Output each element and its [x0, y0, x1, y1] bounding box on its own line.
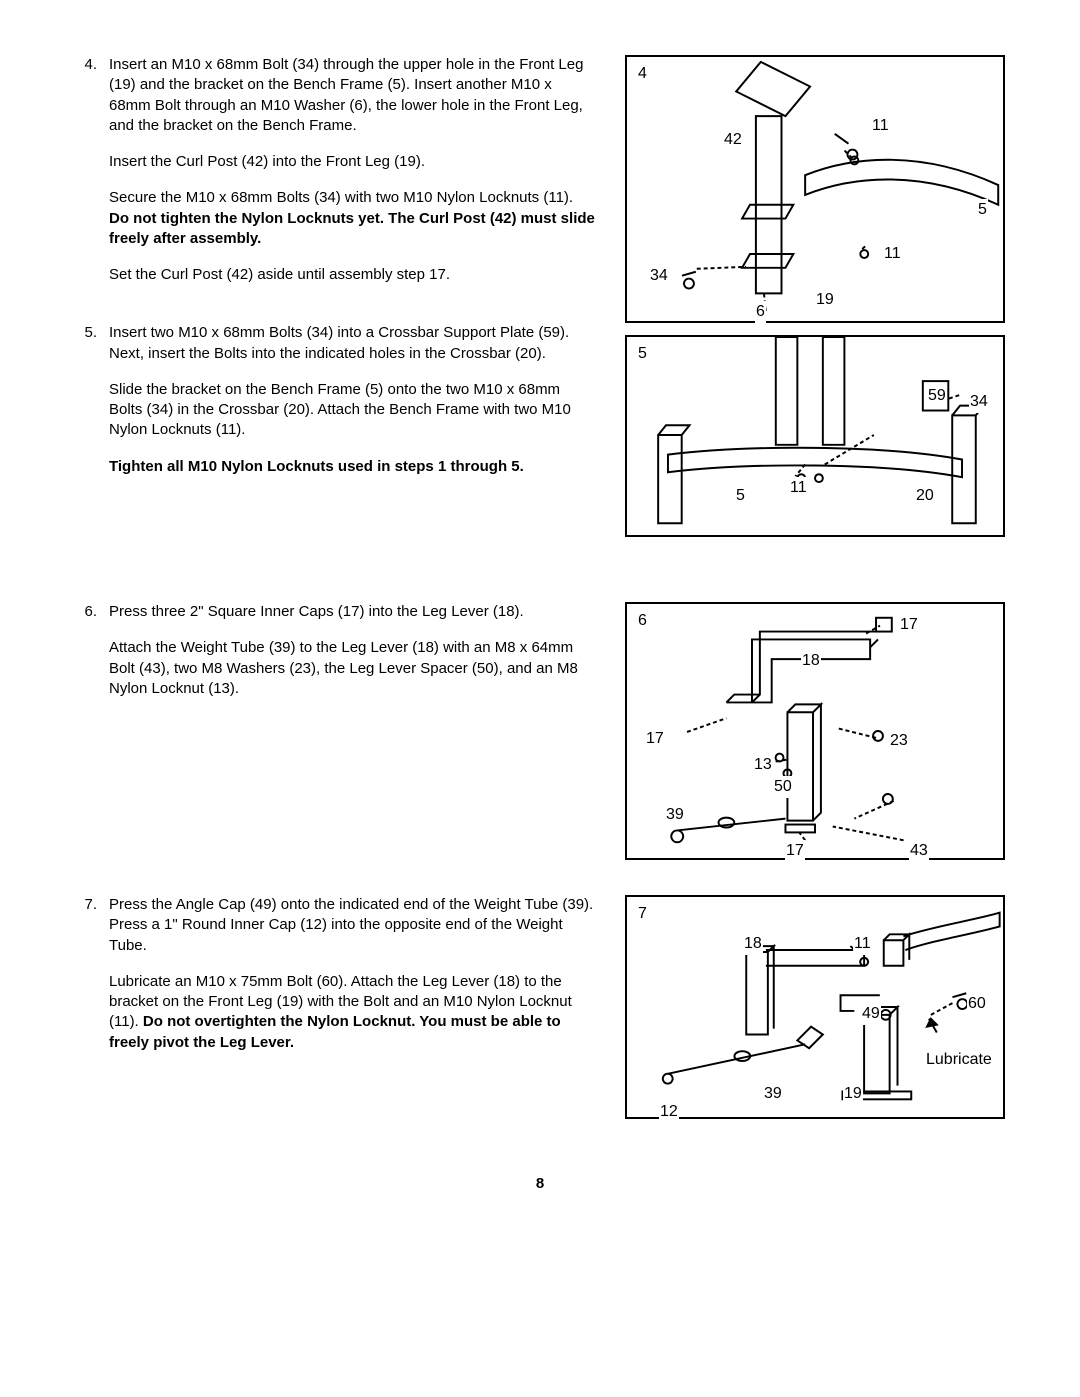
- diagram-label: 19: [843, 1083, 863, 1105]
- diagram-label: 17: [785, 840, 805, 862]
- step-number: 4.: [75, 55, 97, 301]
- diagram-label: 11: [789, 477, 808, 499]
- step-body: Insert an M10 x 68mm Bolt (34) through t…: [109, 55, 595, 301]
- diagram-label: 5: [977, 199, 988, 221]
- diagram-label: 39: [763, 1083, 783, 1105]
- diagram-label: 5: [637, 343, 648, 365]
- diagram-label: 59: [927, 385, 947, 407]
- diagram-4: 4 42 11 5 11 34 6 19: [625, 55, 1005, 323]
- row-4-5: 4. Insert an M10 x 68mm Bolt (34) throug…: [75, 55, 1005, 537]
- diagram-label: 23: [889, 730, 909, 752]
- diagram-label: 6: [755, 301, 766, 323]
- step-body: Press the Angle Cap (49) onto the indica…: [109, 895, 595, 1069]
- text-col-3: 7. Press the Angle Cap (49) onto the ind…: [75, 895, 595, 1091]
- para: Slide the bracket on the Bench Frame (5)…: [109, 380, 595, 441]
- diagram-col-3: 718114960Lubricate391912: [625, 895, 1005, 1119]
- step-5: 5. Insert two M10 x 68mm Bolts (34) into…: [75, 323, 595, 493]
- diagram-label: 5: [735, 485, 746, 507]
- para: Secure the M10 x 68mm Bolts (34) with tw…: [109, 188, 595, 249]
- diagram-label: 13: [753, 754, 773, 776]
- diagram-label: 49: [861, 1003, 881, 1025]
- page-number: 8: [75, 1174, 1005, 1194]
- step-body: Press three 2" Square Inner Caps (17) in…: [109, 602, 595, 715]
- diagram-label: 34: [649, 265, 669, 287]
- diagram-label: 17: [645, 728, 665, 750]
- diagram-6: 6 17 18 17 23 1350 39 17 43: [625, 602, 1005, 860]
- step-7: 7. Press the Angle Cap (49) onto the ind…: [75, 895, 595, 1069]
- row-6: 6. Press three 2" Square Inner Caps (17)…: [75, 602, 1005, 860]
- diagram-label: 11: [871, 115, 890, 137]
- diagram-label: 6: [637, 610, 648, 632]
- para-text: Secure the M10 x 68mm Bolts (34) with tw…: [109, 189, 573, 206]
- para: Press the Angle Cap (49) onto the indica…: [109, 895, 595, 956]
- diagram-label: 42: [723, 129, 743, 151]
- diagram-col-1: 4 42 11 5 11 34 6 19 5 59 34 5 11 20: [625, 55, 1005, 537]
- diagram-label: 34: [969, 391, 989, 413]
- diagram-label: 11: [853, 933, 872, 955]
- diagram-label: 50: [773, 776, 793, 798]
- para: Insert the Curl Post (42) into the Front…: [109, 152, 595, 172]
- text-col-1: 4. Insert an M10 x 68mm Bolt (34) throug…: [75, 55, 595, 515]
- para: Insert an M10 x 68mm Bolt (34) through t…: [109, 55, 595, 136]
- step-number: 6.: [75, 602, 97, 715]
- para: Press three 2" Square Inner Caps (17) in…: [109, 602, 595, 622]
- page: 4. Insert an M10 x 68mm Bolt (34) throug…: [75, 55, 1005, 1194]
- diagram-label: 12: [659, 1101, 679, 1123]
- step-number: 7.: [75, 895, 97, 1069]
- diagram-label: 11: [883, 243, 902, 265]
- para-bold: Tighten all M10 Nylon Locknuts used in s…: [109, 457, 595, 477]
- para: Insert two M10 x 68mm Bolts (34) into a …: [109, 323, 595, 364]
- para: Attach the Weight Tube (39) to the Leg L…: [109, 638, 595, 699]
- diagram-5: 5 59 34 5 11 20: [625, 335, 1005, 537]
- diagram-label: 18: [801, 650, 821, 672]
- row-7: 7. Press the Angle Cap (49) onto the ind…: [75, 895, 1005, 1119]
- diagram-label: 17: [899, 614, 919, 636]
- para: Lubricate an M10 x 75mm Bolt (60). Attac…: [109, 972, 595, 1053]
- diagram-7: 718114960Lubricate391912: [625, 895, 1005, 1119]
- diagram-label: 60: [967, 993, 987, 1015]
- diagram-label: Lubricate: [925, 1049, 993, 1071]
- step-4: 4. Insert an M10 x 68mm Bolt (34) throug…: [75, 55, 595, 301]
- para: Set the Curl Post (42) aside until assem…: [109, 265, 595, 285]
- diagram-label: 19: [815, 289, 835, 311]
- diagram-col-2: 6 17 18 17 23 1350 39 17 43: [625, 602, 1005, 860]
- para-bold: Do not overtighten the Nylon Locknut. Yo…: [109, 1013, 561, 1050]
- diagram-label: 20: [915, 485, 935, 507]
- diagram-label: 39: [665, 804, 685, 826]
- diagram-label: 7: [637, 903, 648, 925]
- diagram-label: 4: [637, 63, 648, 85]
- diagram-label: 18: [743, 933, 763, 955]
- step-6: 6. Press three 2" Square Inner Caps (17)…: [75, 602, 595, 715]
- step-number: 5.: [75, 323, 97, 493]
- text-col-2: 6. Press three 2" Square Inner Caps (17)…: [75, 602, 595, 737]
- step-body: Insert two M10 x 68mm Bolts (34) into a …: [109, 323, 595, 493]
- diagram-label: 43: [909, 840, 929, 862]
- para-bold: Do not tighten the Nylon Locknuts yet. T…: [109, 210, 595, 247]
